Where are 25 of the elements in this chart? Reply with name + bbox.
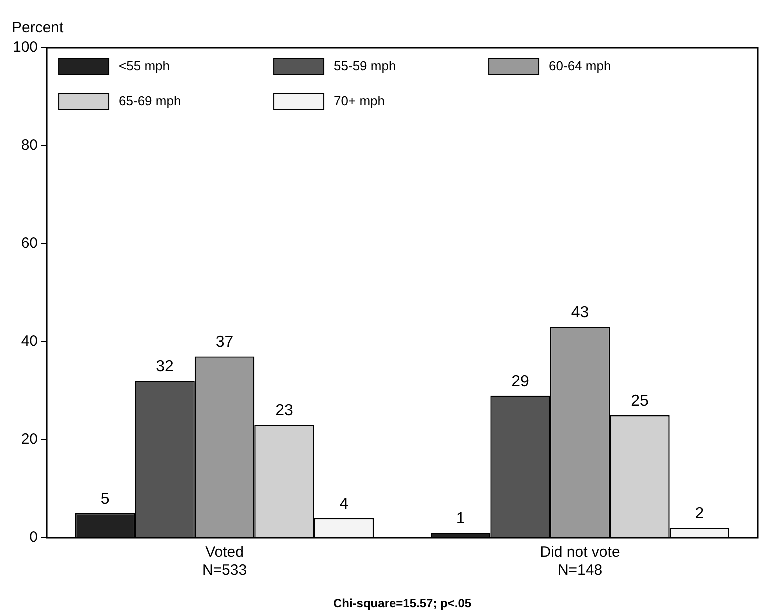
legend-label: 55-59 mph	[334, 58, 396, 74]
y-tick-label: 20	[21, 431, 38, 448]
y-tick-label: 0	[30, 529, 38, 546]
data-label: 2	[695, 506, 704, 523]
data-label: 32	[156, 358, 174, 376]
data-label: 5	[100, 490, 110, 508]
legend-label: 60-64 mph	[549, 58, 612, 74]
data-label: 43	[571, 304, 590, 322]
y-tick-label: 100	[12, 39, 38, 56]
legend-label: 65-69 mph	[119, 94, 182, 109]
data-label: 4	[340, 496, 349, 513]
data-label: 25	[631, 392, 649, 410]
data-label: 1	[456, 510, 466, 528]
y-tick-label: 60	[21, 235, 38, 252]
data-label: 23	[276, 402, 294, 420]
y-axis-title: Percent	[12, 20, 65, 37]
legend-label: <55 mph	[119, 58, 170, 74]
y-tick-label: 40	[21, 333, 38, 350]
x-tick-label: Voted N=533	[202, 544, 248, 580]
y-tick-label: 80	[21, 137, 38, 154]
data-label: 37	[216, 334, 234, 352]
x-tick-label: Did not vote N=148	[540, 544, 620, 580]
text: Chi-square=15.57; p<.05	[333, 596, 472, 610]
data-label: 29	[512, 373, 530, 390]
legend-label: 70+ mph	[334, 94, 385, 109]
